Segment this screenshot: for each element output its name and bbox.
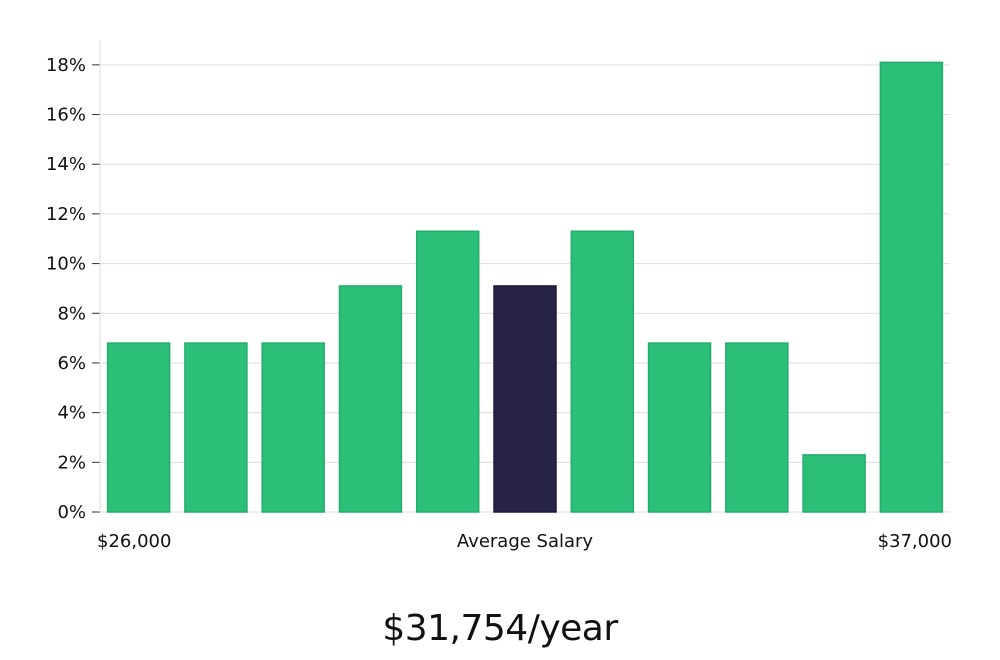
bar xyxy=(184,342,248,513)
bar xyxy=(647,342,712,513)
y-tick-label: 4% xyxy=(57,403,86,424)
bar xyxy=(879,61,944,513)
average-salary-value: $31,754/year xyxy=(382,608,618,649)
x-label-min: $26,000 xyxy=(97,531,171,552)
y-tick-label: 10% xyxy=(46,254,86,275)
bar xyxy=(802,454,866,513)
y-tick-label: 2% xyxy=(57,452,86,473)
bars xyxy=(106,61,944,513)
bar xyxy=(415,230,480,513)
bar xyxy=(338,285,403,513)
y-tick-label: 6% xyxy=(57,353,86,374)
y-tick-label: 8% xyxy=(57,303,86,324)
x-label-center: Average Salary xyxy=(457,531,594,552)
bar xyxy=(261,342,325,513)
bar-highlighted xyxy=(493,285,557,513)
x-label-max: $37,000 xyxy=(878,531,952,552)
y-tick-label: 12% xyxy=(46,204,86,225)
salary-bar-chart: 0% 2% 4% 6% 8% 10% 12% 14% 16% 18% $26,000 Averag… xyxy=(46,40,952,552)
y-tick-label: 0% xyxy=(57,502,86,523)
bar xyxy=(570,230,635,513)
y-tick-label: 18% xyxy=(46,55,86,76)
y-axis-ticks: 0% 2% 4% 6% 8% 10% 12% 14% 16% 18% xyxy=(46,55,100,523)
bar xyxy=(106,342,171,513)
bar xyxy=(725,342,789,513)
y-tick-label: 16% xyxy=(46,105,86,126)
y-tick-label: 14% xyxy=(46,154,86,175)
